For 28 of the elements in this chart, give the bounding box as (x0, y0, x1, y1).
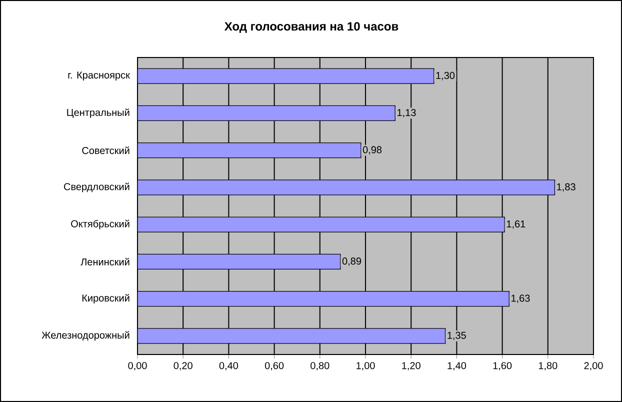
chart-title: Ход голосования на 10 часов (224, 22, 398, 33)
x-tick-label: 0,20 (174, 362, 192, 370)
data-label: 1,30 (436, 72, 455, 80)
data-label: 1,13 (397, 109, 416, 118)
data-label: 1,35 (448, 332, 466, 340)
data-label: 1,61 (506, 220, 526, 229)
x-tick-label: 1,20 (402, 362, 420, 370)
y-tick-label: Кировский (82, 294, 130, 304)
data-label: 1,83 (557, 183, 576, 192)
data-label: 0,89 (342, 258, 361, 266)
y-tick-label: г. Красноярск (68, 72, 130, 81)
y-tick-label: Ленинский (80, 258, 130, 266)
data-label: 0,98 (362, 146, 382, 154)
x-tick-label: 0,80 (310, 362, 330, 370)
x-tick-label: 1,60 (493, 362, 512, 370)
x-tick-label: 1,40 (448, 362, 466, 370)
y-tick-label: Железнодорожный (42, 331, 130, 341)
x-tick-label: 0,60 (264, 362, 284, 370)
x-tick-label: 1,80 (538, 362, 558, 370)
y-tick-label: Октябрьский (71, 220, 130, 230)
x-tick-label: 0,00 (128, 362, 147, 370)
x-tick-label: 2,00 (584, 362, 603, 370)
y-tick-label: Центральный (67, 108, 130, 118)
y-tick-label: Свердловский (64, 182, 130, 192)
x-tick-label: 0,40 (219, 362, 238, 370)
data-label: 1,63 (511, 294, 530, 303)
x-tick-label: 1,00 (356, 362, 375, 370)
y-tick-label: Советский (82, 146, 130, 154)
